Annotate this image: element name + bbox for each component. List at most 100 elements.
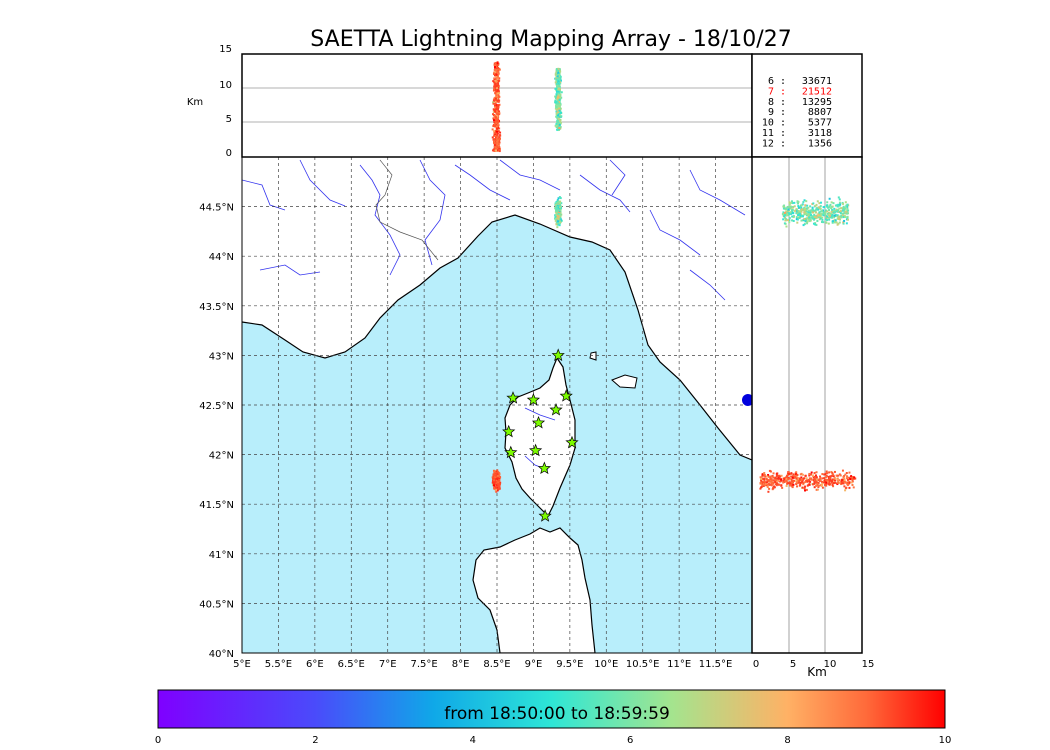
side-source-point <box>796 200 799 203</box>
count-value: 13295 <box>802 97 832 108</box>
side-source-point <box>815 488 818 491</box>
side-source-point <box>803 209 806 212</box>
side-source-point <box>790 200 793 203</box>
side-source-point <box>831 208 834 211</box>
side-source-point <box>825 204 828 207</box>
side-source-point <box>786 482 789 485</box>
side-source-point <box>816 483 819 486</box>
altitude-source-point <box>493 68 496 71</box>
side-source-point <box>819 207 822 210</box>
side-source-point <box>819 479 822 482</box>
altitude-source-point <box>559 103 562 106</box>
side-source-point <box>800 204 803 207</box>
plan-source-point <box>555 220 558 223</box>
plan-source-point <box>556 218 559 221</box>
side-panel-background <box>752 157 862 653</box>
side-source-point <box>831 471 834 474</box>
side-source-point <box>819 475 822 478</box>
plan-source-point <box>556 199 559 202</box>
side-source-point <box>785 225 788 228</box>
side-source-point <box>777 483 780 486</box>
altitude-source-point <box>554 104 557 107</box>
altitude-source-point <box>557 68 560 71</box>
altitude-source-point <box>496 114 499 117</box>
altitude-source-point <box>556 75 559 78</box>
side-source-point <box>840 216 843 219</box>
plan-source-point <box>496 473 499 476</box>
altitude-source-point <box>494 74 497 77</box>
side-source-point <box>838 221 841 224</box>
side-source-point <box>807 218 810 221</box>
altitude-source-point <box>493 130 496 133</box>
side-source-point <box>795 218 798 221</box>
side-source-point <box>794 209 797 212</box>
side-source-point <box>783 213 786 216</box>
side-source-point <box>809 210 812 213</box>
side-source-point <box>826 212 829 215</box>
side-source-point <box>797 479 800 482</box>
longitude-tick: 8°E <box>452 659 470 670</box>
side-source-point <box>803 211 806 214</box>
side-source-point <box>827 475 830 478</box>
altitude-source-point <box>497 67 500 70</box>
side-source-point <box>807 206 810 209</box>
side-source-point <box>813 480 816 483</box>
side-source-point <box>844 210 847 213</box>
altitude-source-point <box>556 104 559 107</box>
side-source-point <box>778 477 781 480</box>
side-source-point <box>834 478 837 481</box>
colorbar-tick-label: 10 <box>939 735 952 746</box>
side-source-point <box>838 207 841 210</box>
side-source-point <box>844 207 847 210</box>
altitude-source-point <box>498 127 501 130</box>
side-source-point <box>841 208 844 211</box>
altitude-source-point <box>497 144 500 147</box>
count-value: 21512 <box>802 86 832 97</box>
side-source-point <box>832 482 835 485</box>
side-source-point <box>825 479 828 482</box>
altitude-source-point <box>493 132 496 135</box>
side-source-point <box>844 201 847 204</box>
side-source-point <box>826 215 829 218</box>
side-source-point <box>783 476 786 479</box>
altitude-source-point <box>560 115 563 118</box>
plan-source-point <box>558 214 561 217</box>
side-source-point <box>816 216 819 219</box>
altitude-source-point <box>493 63 496 66</box>
side-source-point <box>846 207 849 210</box>
side-source-point <box>796 221 799 224</box>
altitude-source-point <box>498 146 501 149</box>
plan-view-lightning-sources <box>491 196 563 493</box>
altitude-source-point <box>497 123 500 126</box>
plan-source-point <box>493 472 496 475</box>
plan-source-point <box>558 213 561 216</box>
side-source-point <box>795 471 798 474</box>
plan-source-point <box>494 478 497 481</box>
altitude-source-point <box>554 95 557 98</box>
side-source-point <box>818 214 821 217</box>
side-source-point <box>815 471 818 474</box>
side-source-point <box>811 215 814 218</box>
plan-source-point <box>557 206 560 209</box>
side-source-point <box>761 478 764 481</box>
side-source-point <box>831 220 834 223</box>
altitude-source-point <box>494 97 497 100</box>
side-source-point <box>826 210 829 213</box>
side-source-point <box>808 474 811 477</box>
altitude-source-point <box>558 123 561 126</box>
side-source-point <box>791 483 794 486</box>
plan-source-point <box>492 484 495 487</box>
side-source-point <box>789 484 792 487</box>
side-source-point <box>788 213 791 216</box>
plan-source-point <box>556 205 559 208</box>
side-source-point <box>808 220 811 223</box>
altitude-source-point <box>494 109 497 112</box>
side-source-point <box>792 483 795 486</box>
side-source-point <box>798 479 801 482</box>
side-source-point <box>814 476 817 479</box>
colorbar-gradient <box>157 689 946 729</box>
side-source-point <box>828 197 831 200</box>
count-value: 3118 <box>808 128 832 139</box>
side-source-point <box>795 208 798 211</box>
